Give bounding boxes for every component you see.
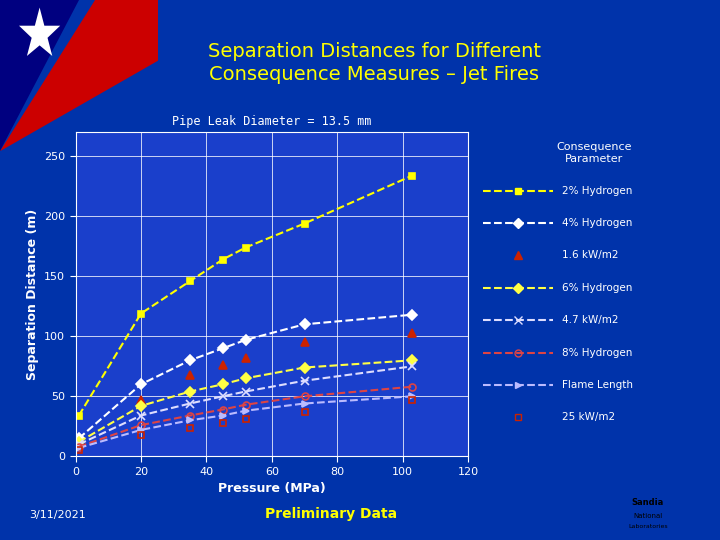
Text: 4% Hydrogen: 4% Hydrogen [562, 218, 632, 228]
Text: Laboratories: Laboratories [628, 524, 668, 529]
Title: Pipe Leak Diameter = 13.5 mm: Pipe Leak Diameter = 13.5 mm [172, 116, 372, 129]
Text: 2% Hydrogen: 2% Hydrogen [562, 186, 632, 195]
Text: Consequence
Parameter: Consequence Parameter [557, 142, 631, 164]
Polygon shape [0, 0, 158, 151]
Text: National: National [634, 512, 662, 519]
Text: Preliminary Data: Preliminary Data [265, 508, 397, 522]
Y-axis label: Separation Distance (m): Separation Distance (m) [25, 208, 38, 380]
Text: 8% Hydrogen: 8% Hydrogen [562, 348, 632, 357]
Text: Consequence Measures – Jet Fires: Consequence Measures – Jet Fires [210, 65, 539, 84]
Text: 4.7 kW/m2: 4.7 kW/m2 [562, 315, 618, 325]
Text: 3/11/2021: 3/11/2021 [29, 510, 86, 521]
X-axis label: Pressure (MPa): Pressure (MPa) [218, 482, 325, 495]
Text: 25 kW/m2: 25 kW/m2 [562, 413, 615, 422]
Polygon shape [19, 8, 60, 56]
Text: 1.6 kW/m2: 1.6 kW/m2 [562, 251, 618, 260]
Text: Separation Distances for Different: Separation Distances for Different [208, 42, 541, 61]
Polygon shape [0, 0, 79, 151]
Text: Sandia: Sandia [632, 498, 664, 507]
Text: 6% Hydrogen: 6% Hydrogen [562, 283, 632, 293]
Text: Flame Length: Flame Length [562, 380, 633, 390]
